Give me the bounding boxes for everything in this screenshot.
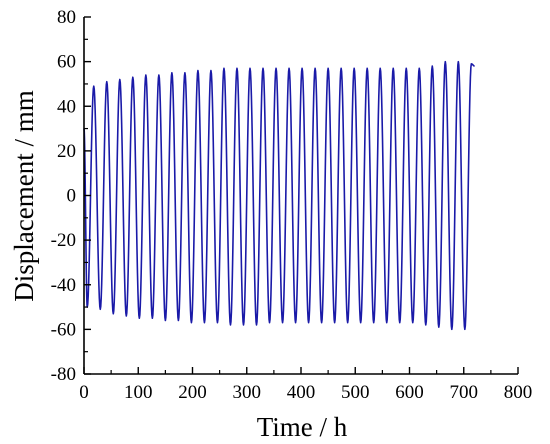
x-tick-label: 500	[341, 382, 370, 403]
y-tick-label: 20	[57, 141, 76, 162]
y-tick-label: -20	[51, 230, 76, 251]
x-tick-label: 700	[450, 382, 479, 403]
y-tick-label: -40	[51, 275, 76, 296]
y-tick-label: -60	[51, 319, 76, 340]
x-tick-label: 100	[124, 382, 153, 403]
x-tick-label: 0	[79, 382, 89, 403]
y-tick-label: 80	[57, 7, 76, 28]
x-tick-label: 200	[178, 382, 207, 403]
x-axis-title: Time / h	[257, 412, 348, 442]
y-tick-label: 60	[57, 52, 76, 73]
series-line	[83, 60, 476, 331]
y-axis-title: Displacement / mm	[9, 90, 39, 301]
y-tick-label: -80	[51, 364, 76, 385]
y-tick-label: 0	[67, 186, 77, 207]
x-tick-label: 300	[233, 382, 262, 403]
plot-area	[83, 60, 476, 331]
x-tick-label: 400	[287, 382, 316, 403]
x-tick-label: 800	[504, 382, 533, 403]
y-tick-label: 40	[57, 96, 76, 117]
x-tick-label: 600	[395, 382, 424, 403]
axes: 0 100 200 300 400 500 600 700 800 -80 -60 -40 -20 0 20…	[51, 7, 533, 403]
